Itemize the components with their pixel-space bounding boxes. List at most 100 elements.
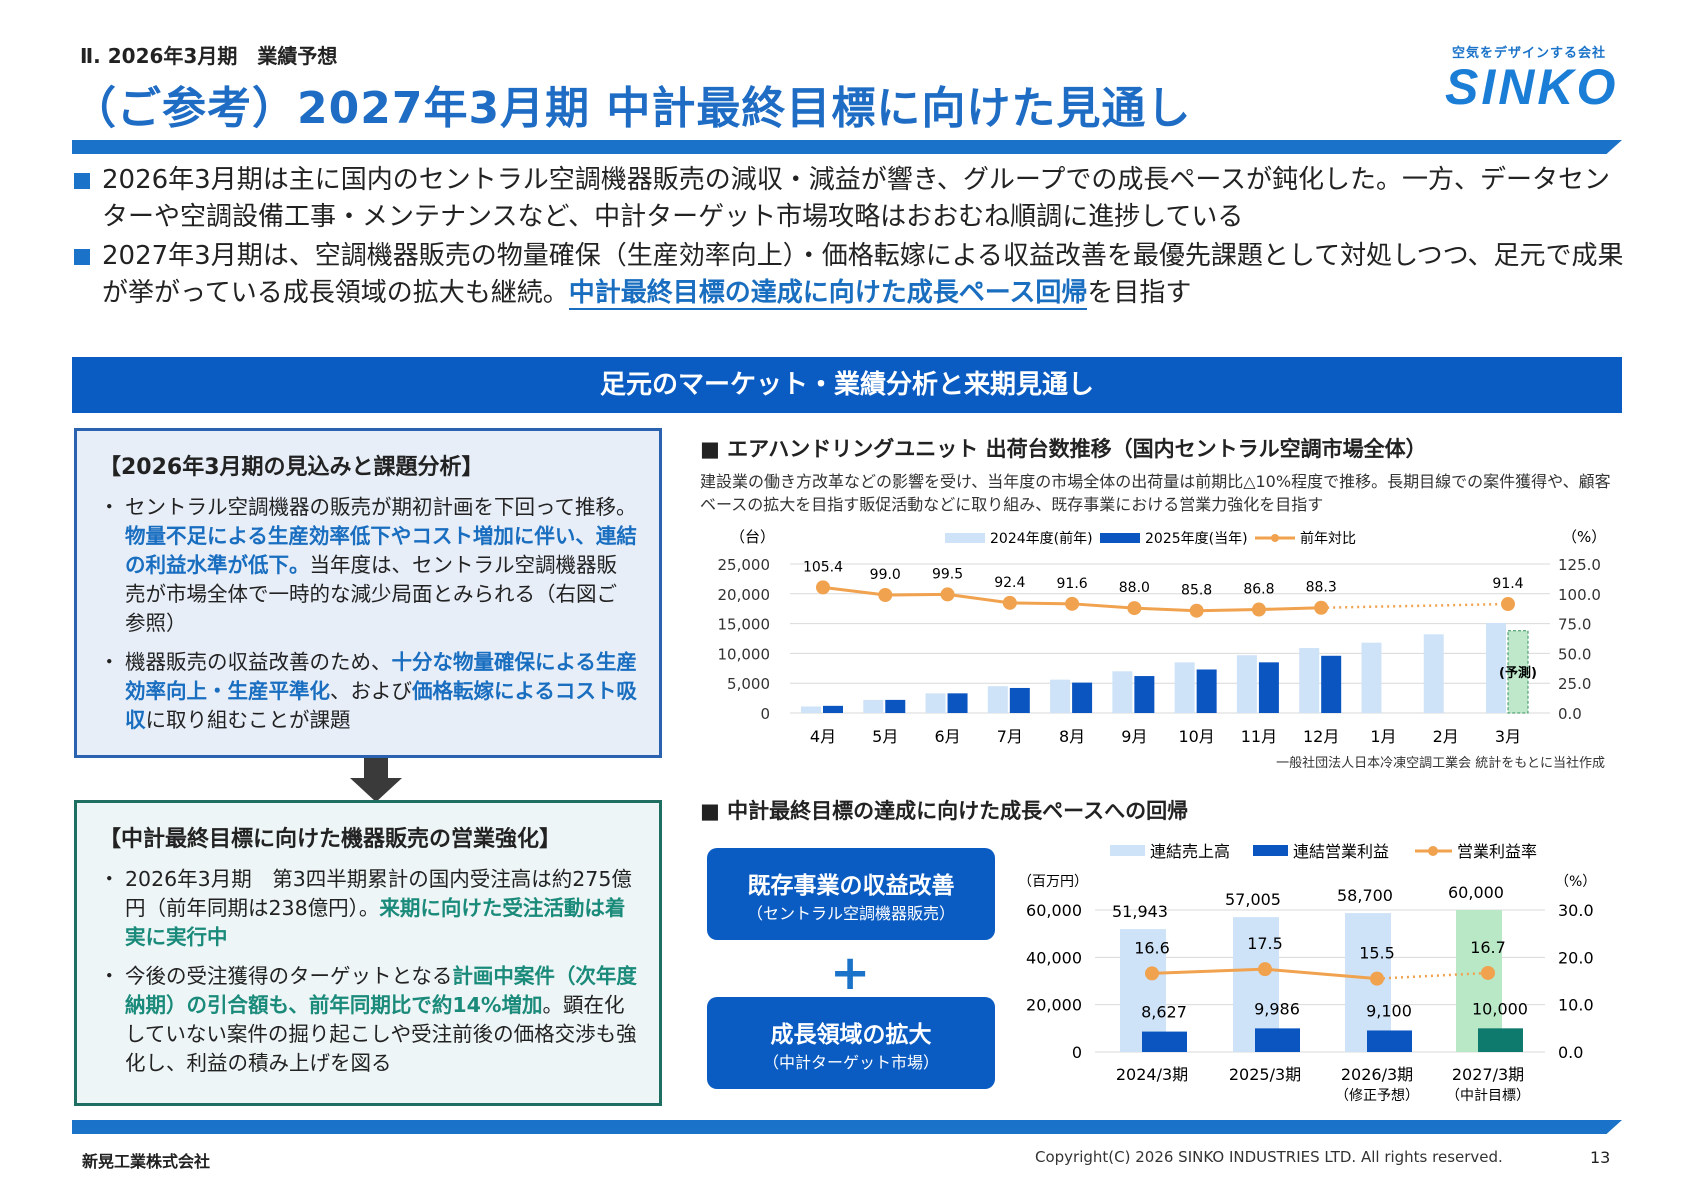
existing-business-badge: 既存事業の収益改善 （セントラル空調機器販売） [707,848,995,940]
text-segment: 。顕在化していない案件の掘り起こしや受注前後の価格交渉も強化し、利益の積み上げを… [125,993,637,1075]
y-right-tick: 10.0 [1558,996,1594,1015]
bar-2024 [1236,655,1257,713]
y-right-tick: 125.0 [1558,556,1601,574]
analysis-item: セントラル空調機器の販売が期初計画を下回って推移。物量不足による生産効率低下やコ… [99,493,637,638]
ratio-label: 86.8 [1243,582,1274,598]
x-tick: 2月 [1433,727,1459,746]
ratio-point [878,587,893,602]
ratio-point [1251,602,1266,617]
x-tick: 12月 [1303,727,1339,746]
forecast-label: (予測) [1499,665,1537,681]
highlight-text: 価格転嫁によるコスト吸収 [125,679,637,732]
x-tick: 7月 [997,727,1023,746]
bar-2025 [1258,662,1279,713]
y-left-tick: 40,000 [1026,948,1082,967]
x-tick: 11月 [1241,727,1277,746]
y-left-tick: 25,000 [718,556,771,574]
y-left-tick: 20,000 [718,586,771,604]
bar-2025 [1134,676,1155,713]
footer-company: 新晃工業株式会社 [82,1152,211,1171]
highlight-text: 中計最終目標の達成に向けた成長ペース回帰 [568,278,1088,310]
sales-label: 58,700 [1337,886,1393,905]
y-right-tick: 20.0 [1558,948,1594,967]
profit-label: 10,000 [1472,999,1528,1018]
x-tick: 10月 [1178,727,1214,746]
plus-icon: + [830,945,871,1001]
bar-2025 [1321,655,1342,713]
bar-2025 [947,693,968,713]
text-segment: を目指す [1087,278,1192,308]
x-tick: 2024/3期 [1116,1065,1188,1084]
margin-point [1258,962,1272,977]
ratio-label: 88.3 [1306,580,1337,596]
legend-ratio: 前年対比 [1300,530,1356,547]
y-left-tick: 0 [1072,1043,1082,1062]
analysis-box: 【2026年3月期の見込みと課題分析】 セントラル空調機器の販売が期初計画を下回… [74,428,662,758]
y-right-tick: 75.0 [1558,616,1591,634]
copyright: Copyright(C) 2026 SINKO INDUSTRIES LTD. … [1035,1148,1503,1166]
bar-2025 [885,699,906,713]
pill2-sub: （中計ターゲット市場） [762,1053,939,1072]
text-segment: セントラル空調機器の販売が期初計画を下回って推移。 [125,495,637,519]
bar-profit [1255,1028,1300,1052]
ratio-label: 91.6 [1057,576,1088,592]
ratio-line-forecast [1321,602,1509,609]
sales-label: 51,943 [1112,902,1168,921]
section-label: Ⅱ. 2026年3月期 業績予想 [80,44,338,68]
x-tick: 6月 [934,727,960,746]
text-segment: 2027年3月期は、空調機器販売の物量確保（生産効率向上）・価格転嫁による収益改… [102,241,1624,308]
legend-2025: 2025年度(当年) [1145,531,1248,547]
y-right-tick: 0.0 [1558,705,1582,723]
analysis-item: 機器販売の収益改善のため、十分な物量確保による生産効率向上・生産平準化、および価… [99,648,637,735]
profit-label: 9,100 [1366,1001,1412,1020]
x-tick: 2027/3期 [1452,1065,1524,1084]
growth-area-badge: 成長領域の拡大 （中計ターゲット市場） [707,997,995,1089]
margin-label: 15.5 [1359,944,1395,963]
x-tick: 4月 [810,727,836,746]
bar-2025 [1196,669,1217,713]
chart1-source: 一般社団法人日本冷凍空調工業会 統計をもとに当社作成 [1276,756,1605,771]
y-left-tick: 60,000 [1026,901,1082,920]
x-tick: 1月 [1370,727,1396,746]
ratio-point [816,580,830,595]
y-right-unit: （%） [1562,528,1606,546]
y-left-tick: 15,000 [718,616,771,634]
sales-label: 60,000 [1448,883,1504,902]
ratio-label: 105.4 [803,559,843,575]
text-segment: に取り組むことが課題 [145,708,351,732]
pill1-sub: （セントラル空調機器販売） [746,904,955,923]
margin-point [1481,965,1495,980]
highlight-text: 十分な物量確保による生産効率向上・生産平準化 [125,650,637,703]
strategy-item: 今後の受注獲得のターゲットとなる計画中案件（次年度納期）の引合額も、前年同期比で… [99,962,637,1078]
x-tick: 3月 [1495,727,1521,746]
bar-sales [1120,929,1166,1052]
y-left-tick: 5,000 [727,675,770,693]
margin-label: 16.7 [1470,938,1506,957]
ratio-point [1065,596,1080,611]
text-segment: 、および [330,679,412,703]
x-tick: 9月 [1121,727,1147,746]
x-tick-sub: （修正予想） [1335,1088,1419,1104]
bar-2024 [1361,642,1382,713]
bar-2024 [1299,648,1320,713]
margin-label: 17.5 [1247,934,1283,953]
bar-profit [1142,1031,1187,1052]
legend-2024: 2024年度(前年) [990,530,1093,547]
text-segment: 2026年3月期 第3四半期累計の国内受注高は約275億円（前年同期は238億円… [125,867,632,920]
bar-2025 [823,705,843,713]
x-tick: 2025/3期 [1229,1065,1301,1084]
ratio-label: 99.0 [870,567,901,583]
y-right-tick: 25.0 [1558,675,1591,693]
legend-marker-ratio [1271,534,1279,542]
bar-2025-forecast [1507,630,1529,714]
consolidated-results-chart: 0 20,000 40,000 60,000 0.0 10.0 20.0 30.0 （百万円） （… [1018,842,1596,1104]
sinko-logo: SINKO [1445,59,1619,115]
ahu-shipment-chart: 0 5,000 10,000 15,000 20,000 25,000 0.0 25.0 50.… [718,528,1607,746]
legend-swatch-2024 [945,533,985,543]
down-arrow-icon [350,758,402,802]
bar-profit [1478,1028,1523,1052]
ratio-label: 88.0 [1119,580,1150,596]
bar-2024 [1423,634,1444,713]
y-right-unit: （%） [1555,874,1596,890]
y-left-tick: 10,000 [718,645,771,663]
